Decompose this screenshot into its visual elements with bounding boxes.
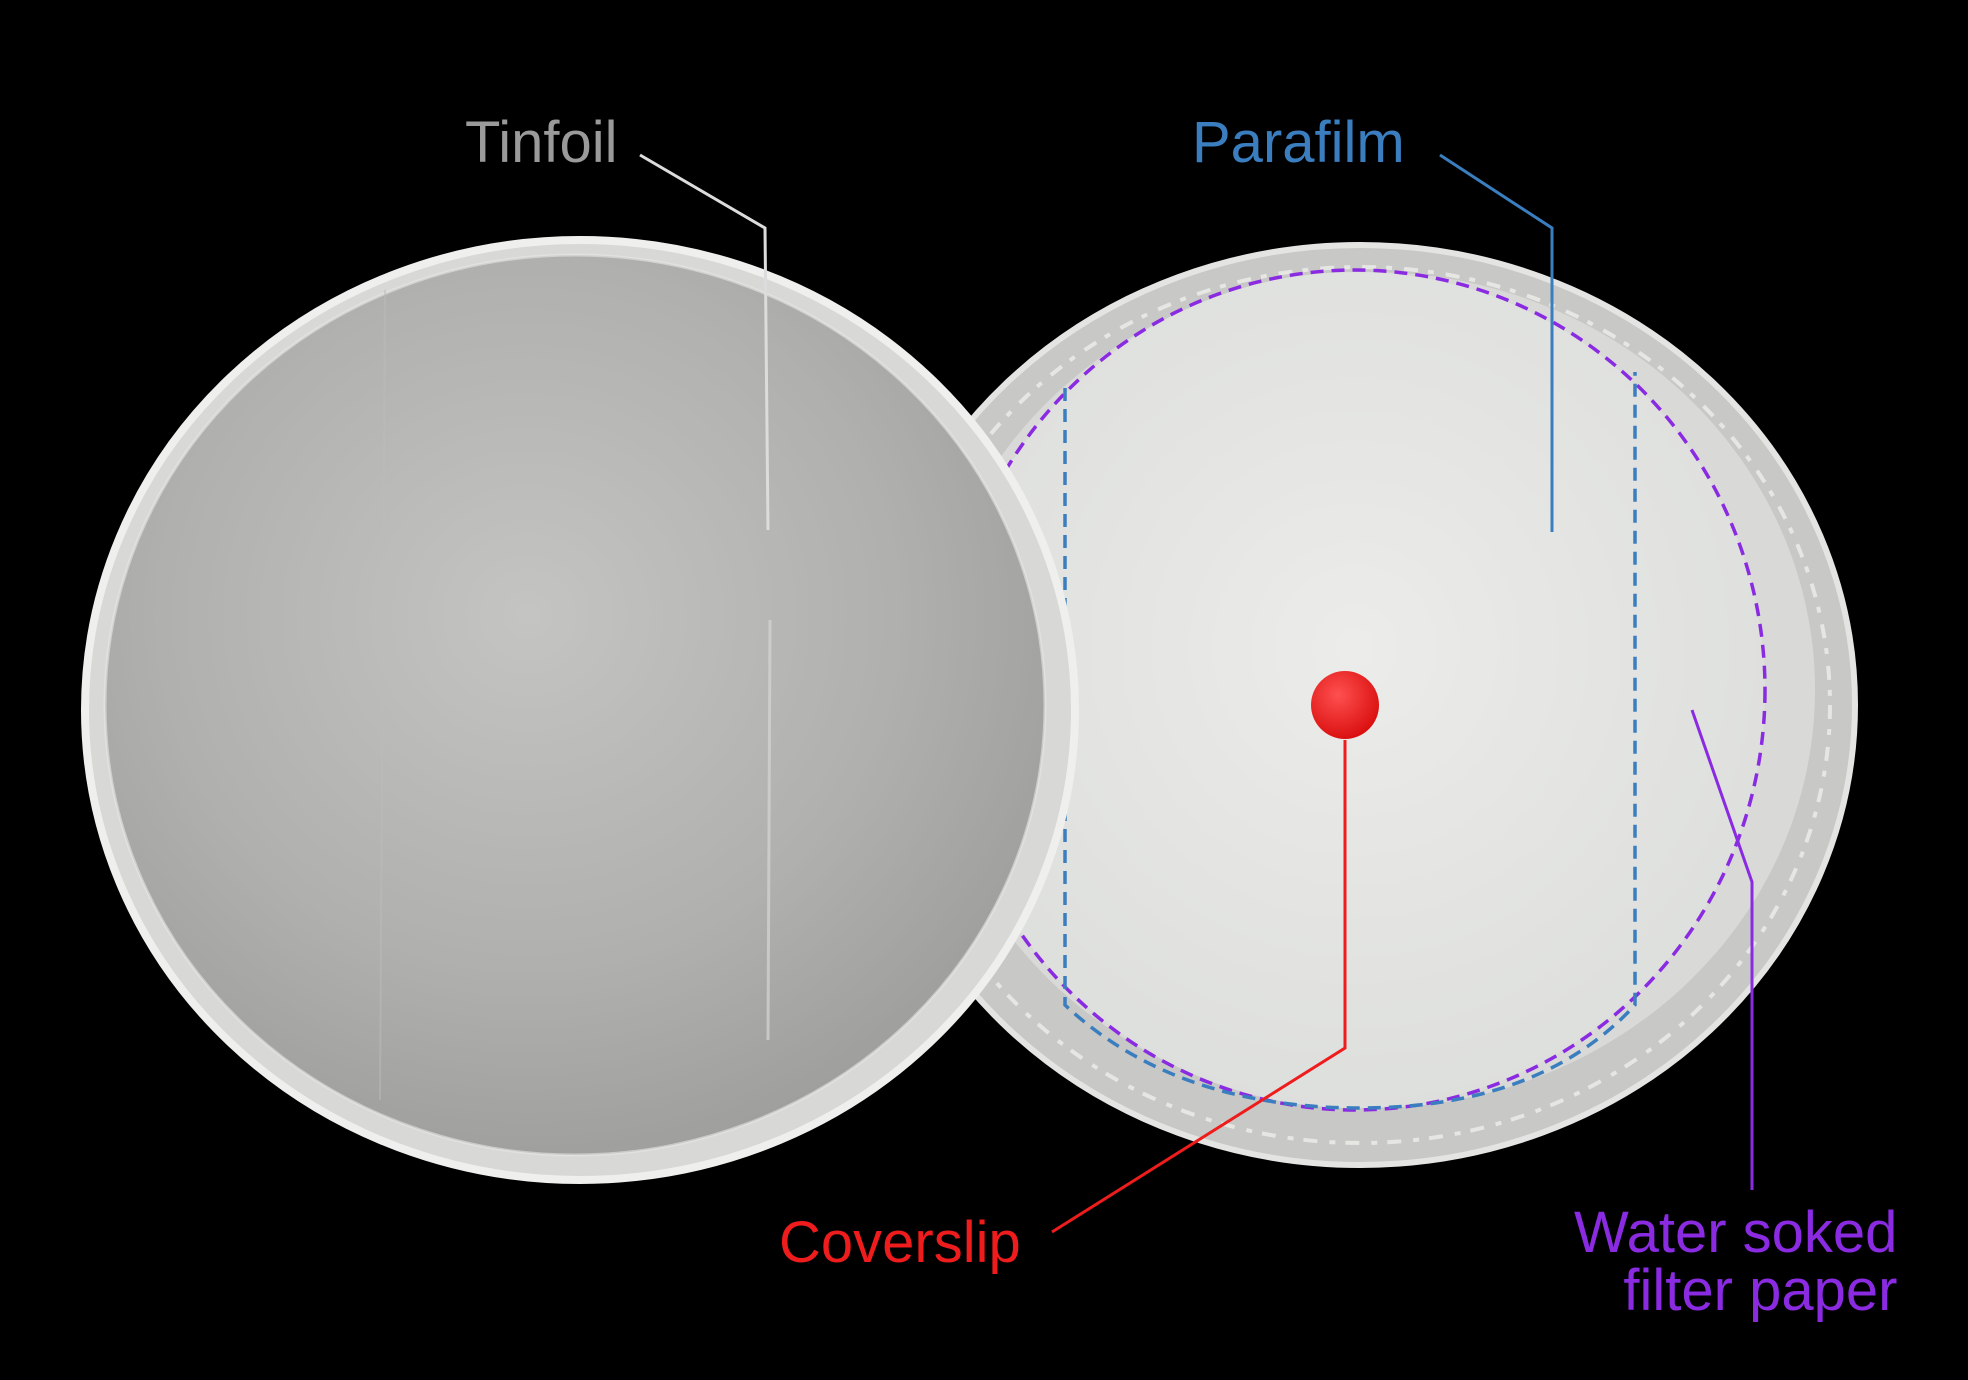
filter-paper-leader-line <box>1690 709 1754 1190</box>
parafilm-leader-line <box>1439 153 1554 532</box>
foil-crease <box>766 619 772 1041</box>
filter-paper-label: Water soked filter paper <box>1574 1204 1897 1320</box>
coverslip-leader-line <box>1051 740 1347 1234</box>
parafilm-outline <box>1063 372 1637 1110</box>
parafilm-label: Parafilm <box>1192 110 1405 175</box>
left-dish <box>81 236 1079 1184</box>
filter-paper-label-line1: Water soked <box>1574 1200 1898 1265</box>
left-dish-foil-surface <box>105 255 1045 1155</box>
tinfoil-leader-line <box>639 153 770 531</box>
tinfoil-label: Tinfoil <box>465 110 618 175</box>
coverslip-label: Coverslip <box>779 1210 1021 1275</box>
coverslip-dot <box>1311 671 1379 739</box>
filter-paper-label-line2: filter paper <box>1623 1258 1898 1323</box>
